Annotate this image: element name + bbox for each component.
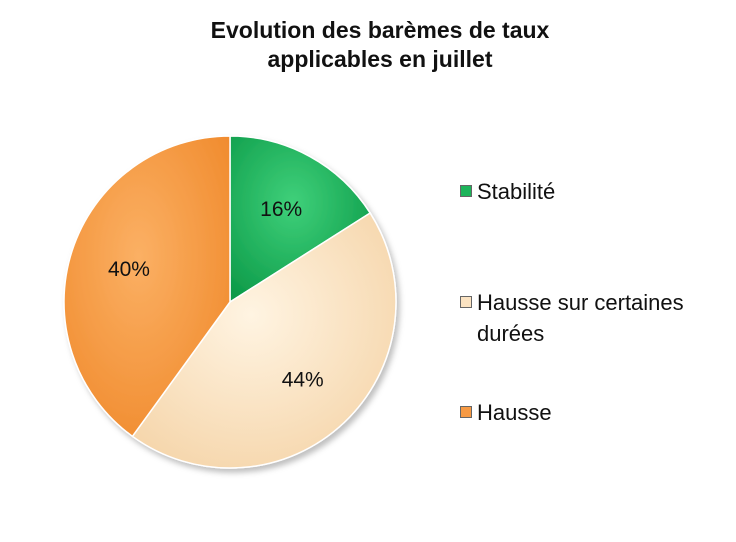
pie-label-hausse-certaines: 44% (282, 368, 324, 391)
chart-title: Evolution des barèmes de taux applicable… (0, 16, 736, 74)
legend-label-hausse-certaines: Hausse sur certaines durées (477, 290, 684, 346)
legend-swatch-stabilite (460, 185, 472, 197)
pie-slice-stabilite (229, 135, 372, 304)
legend-item-hausse-certaines: Hausse sur certaines durées (460, 287, 730, 349)
pie-slice-hausse (63, 135, 231, 438)
pie-label-hausse: 40% (108, 258, 150, 281)
legend-swatch-hausse (460, 406, 472, 418)
chart-title-line-2: applicables en juillet (267, 46, 493, 72)
legend-label-hausse: Hausse (477, 400, 552, 425)
pie-label-stabilite: 16% (260, 198, 302, 221)
legend-item-stabilite: Stabilité (460, 176, 555, 207)
legend-item-hausse: Hausse (460, 397, 552, 428)
chart-title-line-1: Evolution des barèmes de taux (210, 17, 550, 43)
legend-swatch-hausse-certaines (460, 296, 472, 308)
pie-slice-hausse-certaines (131, 212, 397, 469)
legend-label-stabilite: Stabilité (477, 179, 556, 204)
